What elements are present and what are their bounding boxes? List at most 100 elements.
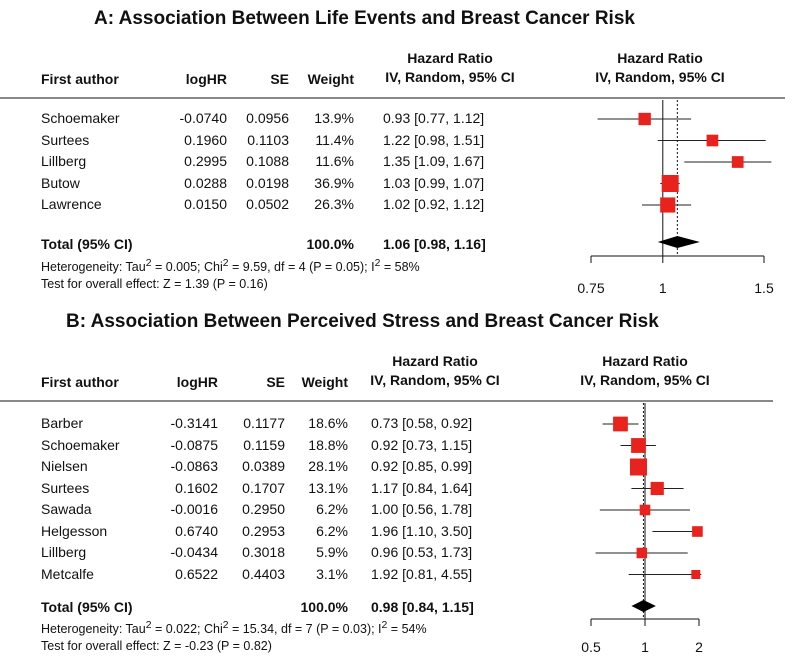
total-ci: 1.06 [0.98, 1.16] [383, 236, 486, 252]
x-tick-label: 1.5 [754, 280, 774, 296]
x-tick-label: 0.75 [577, 280, 604, 296]
study-author: Lawrence [41, 196, 102, 212]
study-author: Schoemaker [41, 436, 120, 453]
study-weight: 5.9% [316, 544, 348, 560]
total-label: Total (95% CI) [41, 599, 133, 615]
study-se: 0.1177 [243, 415, 285, 431]
study-se: 0.1707 [242, 479, 285, 496]
study-se: 0.2953 [242, 522, 285, 539]
study-loghr: 0.6740 [175, 522, 218, 539]
chart-title: A: Association Between Life Events and B… [94, 8, 635, 29]
study-se: 0.0956 [246, 110, 289, 126]
study-weight: 6.2% [316, 501, 348, 517]
study-weight: 6.2% [316, 522, 348, 539]
study-ci: 0.96 [0.53, 1.73] [371, 544, 473, 560]
study-point [631, 438, 646, 453]
study-loghr: 0.0288 [184, 174, 227, 191]
study-author: Sawada [41, 501, 92, 517]
study-author: Nielsen [41, 458, 88, 474]
study-weight: 28.1% [308, 458, 348, 474]
study-loghr: 0.1602 [175, 479, 218, 496]
forest-panel-a: A: Association Between Life Events and B… [0, 0, 799, 305]
study-se: 0.3018 [242, 544, 285, 560]
forest-panel-b: B: Association Between Perceived Stress … [0, 305, 799, 670]
study-author: Surtees [41, 131, 90, 148]
study-ci: 1.22 [0.98, 1.51] [383, 131, 485, 148]
study-author: Lillberg [41, 153, 87, 169]
plot-header-top: Hazard Ratio [602, 353, 688, 369]
study-ci: 1.02 [0.92, 1.12] [383, 196, 485, 212]
study-author: Schoemaker [41, 110, 120, 126]
study-weight: 11.6% [315, 153, 354, 169]
study-author: Metcalfe [41, 565, 94, 582]
study-author: Butow [41, 174, 80, 191]
study-se: 0.0502 [246, 196, 289, 212]
forest-plot-b: 0.5 1 2 [581, 403, 703, 655]
col-header-author: First author [41, 71, 119, 87]
study-point [660, 197, 676, 213]
study-loghr: 0.6522 [175, 565, 218, 582]
col-header-weight: Weight [301, 374, 348, 390]
study-ci: 1.03 [0.99, 1.07] [383, 174, 485, 191]
study-weight: 18.8% [308, 436, 348, 453]
x-tick-label: 0.5 [581, 639, 601, 655]
col-header-se: SE [270, 71, 289, 87]
total-label: Total (95% CI) [41, 236, 133, 252]
study-weight: 36.9% [314, 174, 354, 191]
heterogeneity-note: Heterogeneity: Tau2 = 0.022; Chi2 = 15.3… [41, 620, 427, 637]
heterogeneity-note: Heterogeneity: Tau2 = 0.005; Chi2 = 9.59… [41, 258, 420, 275]
study-point [692, 526, 703, 537]
overall-effect-note: Test for overall effect: Z = -0.23 (P = … [41, 639, 272, 653]
study-se: 0.1103 [247, 131, 289, 148]
study-loghr: -0.0016 [170, 501, 218, 517]
study-loghr: 0.0150 [184, 196, 227, 212]
study-ci: 0.93 [0.77, 1.12] [383, 110, 485, 126]
study-author: Helgesson [41, 522, 108, 539]
study-se: 0.1088 [246, 153, 289, 169]
col-header-hr-bottom: IV, Random, 95% CI [370, 372, 500, 388]
study-se: 0.0198 [246, 174, 289, 191]
header-rule [0, 97, 785, 99]
study-se: 0.0389 [242, 458, 285, 474]
study-ci: 0.92 [0.73, 1.15] [371, 436, 473, 453]
study-weight: 26.3% [314, 196, 354, 212]
study-se: 0.2950 [242, 501, 285, 517]
x-tick-label: 1 [641, 639, 649, 655]
study-author: Barber [41, 415, 84, 431]
study-ci: 1.17 [0.84, 1.64] [371, 479, 473, 496]
col-header-loghr: logHR [185, 71, 227, 87]
study-loghr: 0.1960 [184, 131, 227, 148]
pooled-estimate-diamond [657, 236, 700, 248]
study-loghr: -0.0875 [170, 436, 218, 453]
study-weight: 3.1% [316, 565, 348, 582]
study-point [613, 416, 628, 432]
study-point [691, 570, 701, 579]
plot-header-bottom: IV, Random, 95% CI [595, 69, 725, 85]
x-tick-label: 1 [659, 280, 667, 296]
col-header-weight: Weight [307, 71, 354, 87]
study-point [661, 175, 679, 192]
col-header-author: First author [41, 374, 119, 390]
study-se: 0.1159 [243, 436, 285, 453]
study-weight: 18.6% [308, 415, 348, 431]
plot-header-bottom: IV, Random, 95% CI [580, 372, 710, 388]
chart-title: B: Association Between Perceived Stress … [66, 311, 659, 332]
forest-plot-a: 0.75 1 1.5 [577, 100, 774, 296]
pooled-estimate-diamond [631, 600, 656, 612]
study-point [638, 112, 651, 126]
col-header-hr-top: Hazard Ratio [392, 353, 478, 369]
study-point [706, 134, 719, 147]
header-rule [0, 400, 773, 402]
total-weight: 100.0% [306, 236, 354, 252]
col-header-se: SE [266, 374, 285, 390]
total-weight: 100.0% [300, 599, 348, 615]
study-author: Lillberg [41, 544, 87, 560]
plot-header-top: Hazard Ratio [617, 50, 703, 66]
study-point [639, 504, 651, 516]
study-author: Surtees [41, 479, 90, 496]
study-ci: 1.35 [1.09, 1.67] [383, 153, 485, 169]
study-weight: 13.1% [308, 479, 348, 496]
study-ci: 1.96 [1.10, 3.50] [371, 522, 473, 539]
study-loghr: -0.3141 [170, 415, 218, 431]
study-loghr: -0.0740 [179, 110, 227, 126]
